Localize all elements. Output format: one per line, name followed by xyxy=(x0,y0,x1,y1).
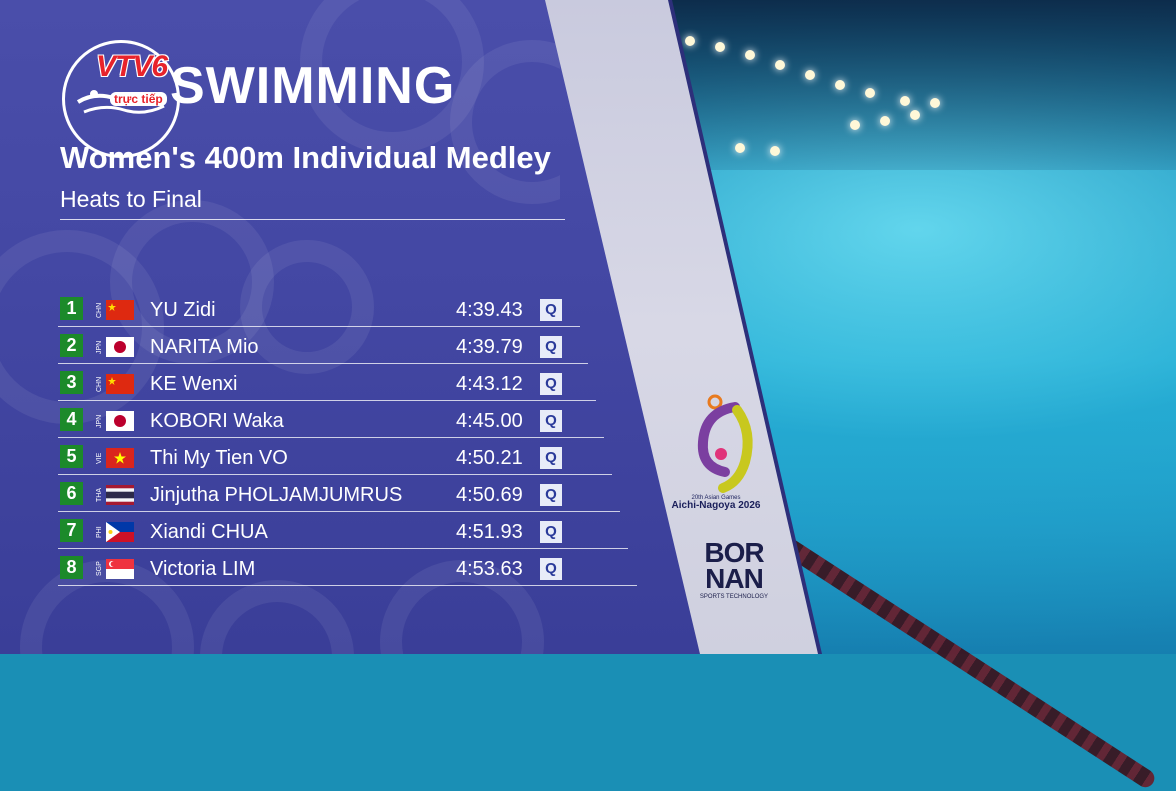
rank-badge: 1 xyxy=(60,297,83,320)
result-time: 4:45.00 xyxy=(456,410,523,432)
philippines-flag-icon xyxy=(106,522,134,542)
header-divider xyxy=(60,219,565,220)
qualified-badge: Q xyxy=(540,373,562,395)
games-host: Aichi-Nagoya 2026 xyxy=(671,500,761,511)
row-divider xyxy=(58,363,588,364)
athlete-name: NARITA Mio xyxy=(150,336,259,358)
athlete-name: Jinjutha PHOLJAMJUMRUS xyxy=(150,484,403,506)
vietnam-flag-icon xyxy=(106,448,134,468)
athlete-name: Victoria LIM xyxy=(150,558,256,580)
result-row: 3 CHN KE Wenxi 4:43.12 Q xyxy=(58,368,596,401)
noc-code: JPN xyxy=(96,414,103,428)
result-row: 4 JPN KOBORI Waka 4:45.00 Q xyxy=(58,405,604,438)
row-divider xyxy=(58,585,637,586)
row-divider xyxy=(58,400,596,401)
sponsor-name-line1: BOR xyxy=(704,537,764,568)
result-time: 4:43.12 xyxy=(456,373,523,395)
qualified-badge: Q xyxy=(540,336,562,358)
row-divider xyxy=(58,511,620,512)
asian-games-logo xyxy=(697,394,753,493)
result-time: 4:51.93 xyxy=(456,521,523,543)
sponsor-tagline: SPORTS TECHNOLOGY xyxy=(699,594,769,600)
result-row: 2 JPN NARITA Mio 4:39.79 Q xyxy=(58,331,588,364)
games-edition: 20th Asian Games xyxy=(691,495,741,501)
athlete-name: KE Wenxi xyxy=(150,373,238,395)
china-flag-icon xyxy=(106,300,134,320)
qualified-badge: Q xyxy=(540,410,562,432)
noc-code: CHN xyxy=(96,376,103,392)
noc-code: THA xyxy=(96,488,103,502)
rank-badge: 5 xyxy=(60,445,83,468)
row-divider xyxy=(58,474,612,475)
athlete-name: KOBORI Waka xyxy=(150,410,284,432)
thailand-flag-icon xyxy=(106,485,134,505)
result-row: 8 SGP Victoria LIM 4:53.63 Q xyxy=(58,553,637,586)
rank-badge: 4 xyxy=(60,408,83,431)
broadcaster-logo-ring xyxy=(62,40,180,158)
event-stage: Heats to Final xyxy=(60,186,202,212)
athlete-name: Xiandi CHUA xyxy=(150,521,268,543)
noc-code: PHI xyxy=(96,526,103,538)
qualified-badge: Q xyxy=(540,558,562,580)
result-row: 6 THA Jinjutha PHOLJAMJUMRUS 4:50.69 Q xyxy=(58,479,620,512)
china-flag-icon xyxy=(106,374,134,394)
noc-code: VIE xyxy=(96,452,103,464)
sponsor-logo: BOR NAN xyxy=(690,537,778,594)
result-time: 4:39.79 xyxy=(456,336,523,358)
japan-flag-icon xyxy=(106,337,134,357)
qualified-badge: Q xyxy=(540,447,562,469)
rank-badge: 3 xyxy=(60,371,83,394)
qualified-badge: Q xyxy=(540,521,562,543)
result-row: 7 PHI Xiandi CHUA 4:51.93 Q xyxy=(58,516,628,549)
live-label: trực tiếp xyxy=(110,92,167,106)
japan-flag-icon xyxy=(106,411,134,431)
ceiling-lights xyxy=(675,28,975,168)
row-divider xyxy=(58,326,580,327)
singapore-flag-icon xyxy=(106,559,134,579)
result-row: 5 VIE Thi My Tien VO 4:50.21 Q xyxy=(58,442,612,475)
noc-code: CHN xyxy=(96,302,103,318)
rank-badge: 8 xyxy=(60,556,83,579)
noc-code: SGP xyxy=(96,561,103,577)
row-divider xyxy=(58,437,604,438)
rank-badge: 6 xyxy=(60,482,83,505)
sponsor-name-line2: NAN xyxy=(705,563,764,594)
result-time: 4:50.21 xyxy=(456,447,523,469)
rank-badge: 2 xyxy=(60,334,83,357)
athlete-name: YU Zidi xyxy=(150,299,216,321)
result-row: 1 CHN YU Zidi 4:39.43 Q xyxy=(58,294,580,327)
result-time: 4:53.63 xyxy=(456,558,523,580)
sport-title: SWIMMING xyxy=(170,57,456,115)
athlete-name: Thi My Tien VO xyxy=(150,447,288,469)
event-title: Women's 400m Individual Medley xyxy=(60,140,551,175)
rank-badge: 7 xyxy=(60,519,83,542)
qualified-badge: Q xyxy=(540,299,562,321)
broadcaster-logo: VTV6 xyxy=(96,50,168,83)
row-divider xyxy=(58,548,628,549)
result-time: 4:39.43 xyxy=(456,299,523,321)
games-caption: 20th Asian Games Aichi-Nagoya 2026 xyxy=(668,494,764,511)
noc-code: JPN xyxy=(96,340,103,354)
result-time: 4:50.69 xyxy=(456,484,523,506)
qualified-badge: Q xyxy=(540,484,562,506)
